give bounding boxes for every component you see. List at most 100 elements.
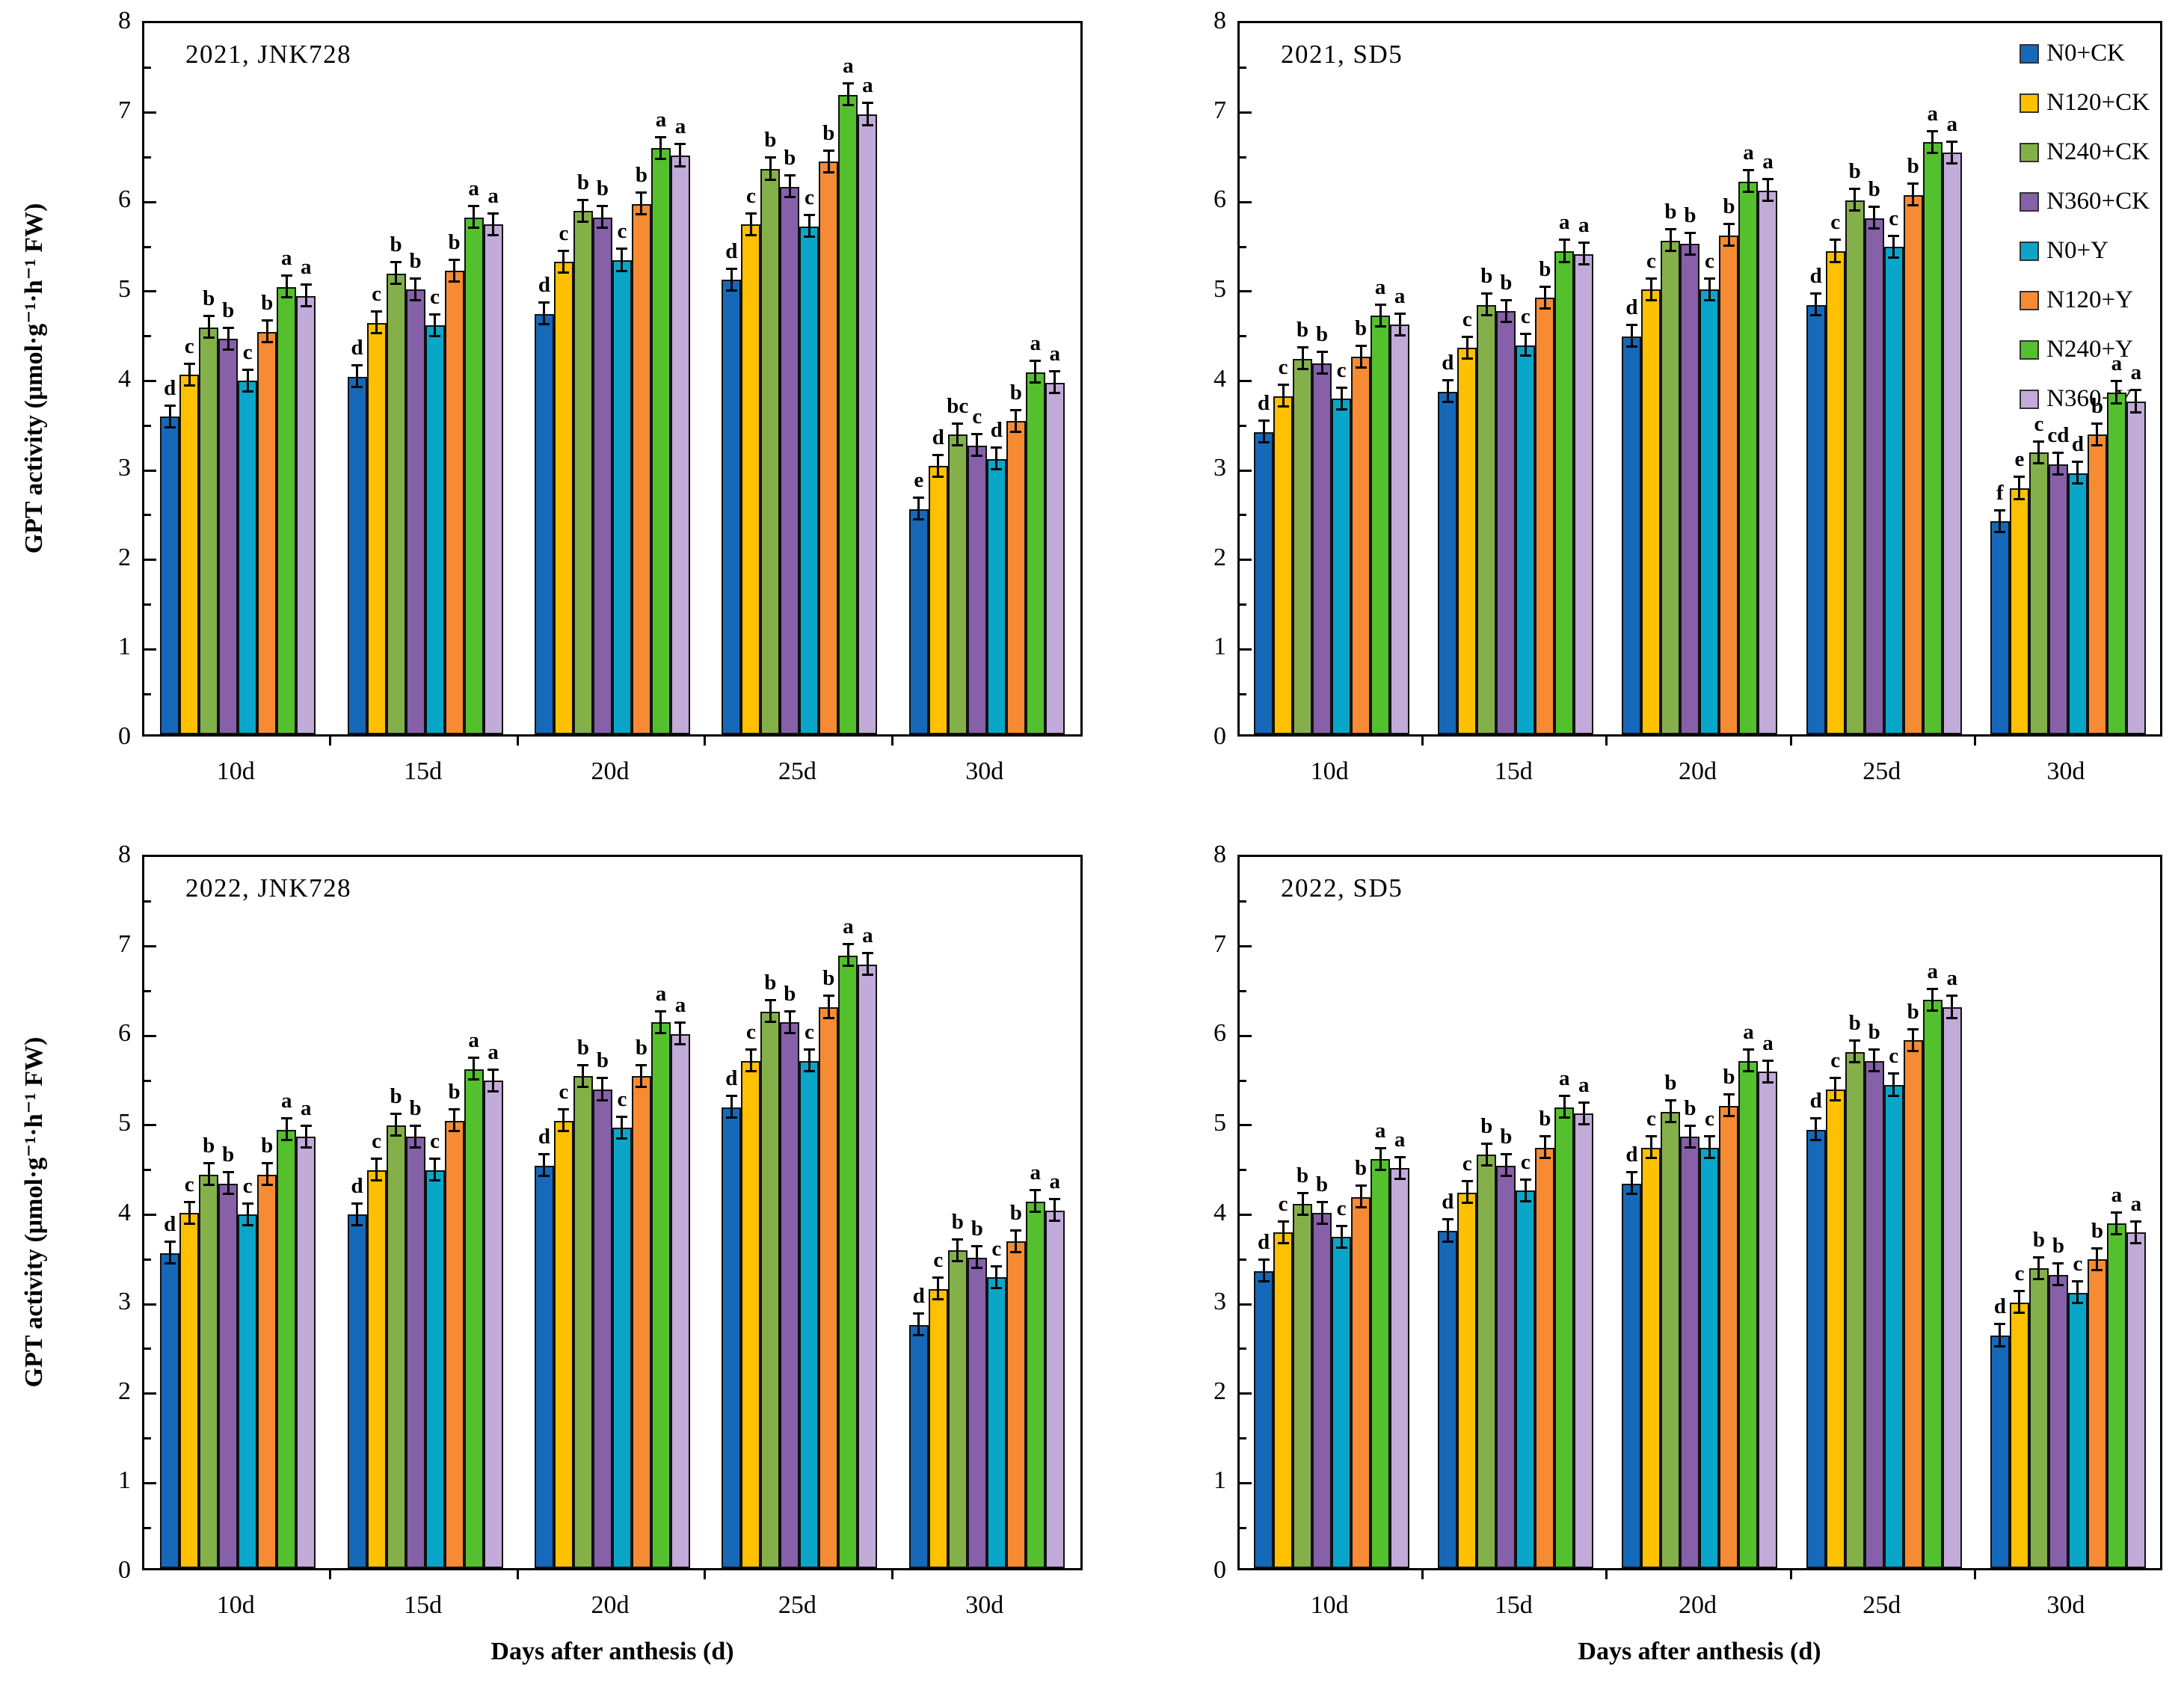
error-bar [1301, 347, 1304, 371]
x-tick-label: 30d [2046, 1591, 2085, 1619]
significance-letter: a [1578, 213, 1590, 238]
y-tick [1240, 1303, 1252, 1306]
error-bar-cap [449, 280, 461, 283]
bar-fill [1903, 1040, 1923, 1568]
error-bar-cap [1703, 1135, 1715, 1138]
x-tick [516, 737, 519, 746]
y-tick [144, 1481, 156, 1484]
x-tick-label: 15d [404, 1591, 443, 1619]
bar-fill [760, 1011, 781, 1568]
bar-N360+Y: a [858, 924, 878, 1568]
bar-N360+Y: a [296, 256, 316, 734]
error-bar [473, 206, 476, 230]
error-bar [304, 284, 307, 308]
significance-letter: b [635, 1035, 648, 1060]
legend-swatch [2020, 43, 2040, 64]
error-bar [1649, 277, 1652, 302]
significance-letter: b [1500, 1125, 1513, 1149]
error-bar-cap [655, 158, 667, 161]
error-bar-cap [2091, 1247, 2103, 1250]
significance-letter: a [1394, 1127, 1406, 1152]
error-bar [1485, 1143, 1488, 1167]
x-tick-label: 30d [2046, 757, 2085, 785]
bar-N120+Y: b [1903, 156, 1923, 734]
error-bar [1359, 1185, 1362, 1209]
significance-letter: d [990, 418, 1003, 443]
y-tick [1240, 1034, 1252, 1037]
significance-letter: d [725, 1066, 738, 1091]
error-bar-cap [1888, 234, 1900, 237]
significance-letter: b [576, 1035, 590, 1060]
significance-letter: b [390, 233, 402, 257]
error-bar-cap [242, 390, 253, 393]
error-bar-cap [351, 1224, 363, 1227]
bar-fill [1006, 1241, 1026, 1568]
significance-letter: c [1646, 1107, 1656, 1131]
y-tick-label: 6 [1213, 1019, 1226, 1048]
bar-fill [1680, 1137, 1700, 1568]
bar-N240+CK: b [947, 1211, 968, 1568]
error-bar-cap [784, 1031, 796, 1034]
error-bar-cap [725, 289, 737, 292]
error-bar-cap [2052, 452, 2064, 455]
bar-fill [573, 211, 593, 734]
y-tick [144, 945, 156, 948]
error-bar [168, 1241, 171, 1265]
error-bar [265, 320, 268, 344]
error-bar-cap [1461, 357, 1473, 360]
significance-letter: a [1374, 274, 1386, 299]
bar-fill [928, 466, 948, 734]
error-bar [265, 1163, 268, 1187]
error-bar-cap [1394, 1177, 1406, 1180]
bar-fill [1758, 1072, 1778, 1568]
bar-N0+Y: c [799, 186, 819, 734]
error-bar [414, 1125, 417, 1149]
error-bar-cap [1742, 191, 1754, 194]
error-bar-cap [1480, 314, 1492, 317]
error-bar-cap [822, 1016, 834, 1019]
significance-letter: b [764, 128, 777, 153]
error-bar [1999, 1324, 2002, 1347]
significance-letter: a [1394, 283, 1406, 308]
significance-letter: b [409, 248, 422, 273]
significance-letter: b [1664, 1071, 1677, 1095]
bar-N240+CK: b [573, 1036, 593, 1568]
significance-letter: bc [947, 393, 969, 418]
bar-N0+CK: f [1990, 482, 2010, 734]
significance-letter: c [745, 183, 756, 208]
bar-N240+Y: a [1554, 212, 1575, 734]
error-bar [995, 447, 998, 471]
error-bar-cap [222, 326, 234, 329]
error-bar-cap [300, 283, 312, 286]
error-bar [1854, 1040, 1857, 1064]
bar-fill [464, 1069, 484, 1568]
error-bar-cap [636, 1085, 647, 1088]
y-tick [1240, 559, 1252, 562]
error-bar [1630, 1172, 1633, 1196]
error-bar-cap [371, 1158, 383, 1161]
error-bar-cap [1335, 408, 1347, 411]
bar-N240+Y: a [277, 1090, 297, 1568]
y-tick-label: 2 [118, 543, 131, 571]
y-tick [1240, 335, 1246, 338]
legend-item: N120+CK [2020, 89, 2150, 117]
legend-item: N0+Y [2020, 237, 2150, 265]
error-bar [1262, 420, 1265, 444]
bar-fill [483, 224, 503, 734]
error-bar-cap [1539, 285, 1551, 288]
bar-fill [1254, 1270, 1274, 1568]
error-bar-cap [952, 1259, 964, 1262]
error-bar-cap [2091, 1268, 2103, 1271]
bar-fill [1719, 1105, 1739, 1568]
significance-letter: b [1316, 1172, 1329, 1196]
error-bar-cap [1374, 1146, 1386, 1149]
error-bar-cap [764, 999, 776, 1002]
error-bar-cap [1849, 1039, 1861, 1042]
bar-fill [1864, 218, 1884, 734]
significance-letter: b [822, 966, 835, 991]
bar-N240+Y: a [464, 1029, 484, 1568]
